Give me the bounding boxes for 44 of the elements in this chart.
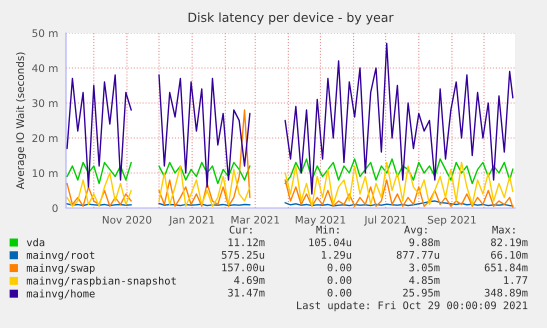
text: Cur: bbox=[230, 226, 252, 234]
x-tick-label: Mar 2021 bbox=[232, 216, 279, 224]
legend-label: mainvg/root bbox=[26, 250, 94, 262]
x-tick-label: May 2021 bbox=[296, 216, 346, 226]
x-tick-label: Nov 2020 bbox=[102, 216, 152, 224]
x-tick-label: Jan 2021 bbox=[168, 216, 214, 226]
text: Avg: bbox=[404, 226, 427, 236]
text: 877.77u bbox=[396, 250, 440, 259]
text: 82.19m bbox=[491, 238, 528, 246]
y-tick-label: 20 m bbox=[32, 134, 58, 142]
legend-label: mainvg/home bbox=[26, 289, 95, 300]
text: 157.00u bbox=[222, 264, 264, 272]
text: 31.47m bbox=[228, 288, 265, 297]
x-tick-label: Sep 2021 bbox=[428, 216, 476, 226]
text: 348.89m bbox=[484, 288, 528, 297]
text: Max: bbox=[492, 226, 515, 234]
text: 11.12m bbox=[228, 238, 265, 246]
x-tick-label: Jul 2021 bbox=[364, 216, 406, 226]
chart-title: Disk latency per device - by year bbox=[188, 12, 394, 24]
text: 1.77 bbox=[504, 276, 528, 284]
text: 66.10m bbox=[491, 250, 528, 259]
y-tick-label: 0 bbox=[52, 204, 58, 212]
y-tick-label: 10 m bbox=[32, 169, 58, 178]
text: 4.69m bbox=[234, 276, 265, 284]
text: Last update: Fri Oct 29 00:00:09 2021 bbox=[297, 301, 528, 312]
y-tick-label: 50 m bbox=[32, 29, 58, 38]
text: 575.25u bbox=[222, 250, 264, 259]
y-tick-label: 40 m bbox=[32, 64, 58, 72]
text: 1.29u bbox=[322, 250, 352, 259]
legend-label: vda bbox=[26, 238, 44, 246]
y-tick-label: 30 m bbox=[32, 99, 58, 108]
y-axis-title: Average IO Wait (seconds) bbox=[16, 52, 26, 190]
text: 3.05m bbox=[409, 264, 440, 272]
legend-label: mainvg/raspbian-snapshot bbox=[26, 276, 176, 287]
text: 4.85m bbox=[409, 276, 440, 284]
text: 0.00 bbox=[328, 264, 352, 272]
text: Min: bbox=[316, 226, 339, 234]
text: 25.95m bbox=[403, 288, 440, 297]
text: 0.00 bbox=[328, 288, 352, 297]
text: 105.04u bbox=[309, 238, 352, 246]
text: 9.88m bbox=[409, 238, 440, 246]
legend-label: mainvg/swap bbox=[26, 264, 95, 274]
text: 651.84m bbox=[484, 264, 528, 272]
text: 0.00 bbox=[328, 276, 352, 284]
